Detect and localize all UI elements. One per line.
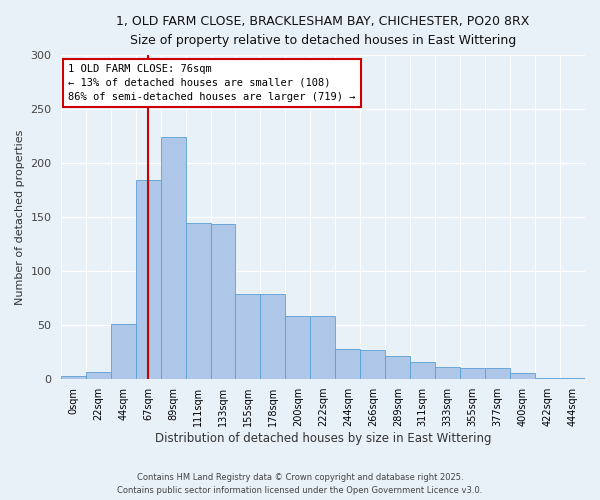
Bar	[435, 368, 460, 380]
Bar	[460, 368, 485, 380]
Bar	[211, 224, 235, 380]
Bar	[136, 180, 161, 380]
Y-axis label: Number of detached properties: Number of detached properties	[15, 130, 25, 305]
Bar	[535, 378, 560, 380]
Bar	[161, 137, 185, 380]
Bar	[485, 368, 510, 380]
Bar	[61, 376, 86, 380]
Bar	[110, 324, 136, 380]
Bar	[286, 316, 310, 380]
Bar	[385, 356, 410, 380]
Text: 1 OLD FARM CLOSE: 76sqm
← 13% of detached houses are smaller (108)
86% of semi-d: 1 OLD FARM CLOSE: 76sqm ← 13% of detache…	[68, 64, 356, 102]
Bar	[235, 294, 260, 380]
Text: Contains HM Land Registry data © Crown copyright and database right 2025.
Contai: Contains HM Land Registry data © Crown c…	[118, 474, 482, 495]
Bar	[260, 294, 286, 380]
Bar	[560, 378, 585, 380]
Bar	[510, 373, 535, 380]
Bar	[361, 350, 385, 380]
Bar	[310, 316, 335, 380]
Title: 1, OLD FARM CLOSE, BRACKLESHAM BAY, CHICHESTER, PO20 8RX
Size of property relati: 1, OLD FARM CLOSE, BRACKLESHAM BAY, CHIC…	[116, 15, 530, 47]
Bar	[185, 222, 211, 380]
Bar	[86, 372, 110, 380]
Bar	[410, 362, 435, 380]
X-axis label: Distribution of detached houses by size in East Wittering: Distribution of detached houses by size …	[155, 432, 491, 445]
Bar	[335, 349, 361, 380]
